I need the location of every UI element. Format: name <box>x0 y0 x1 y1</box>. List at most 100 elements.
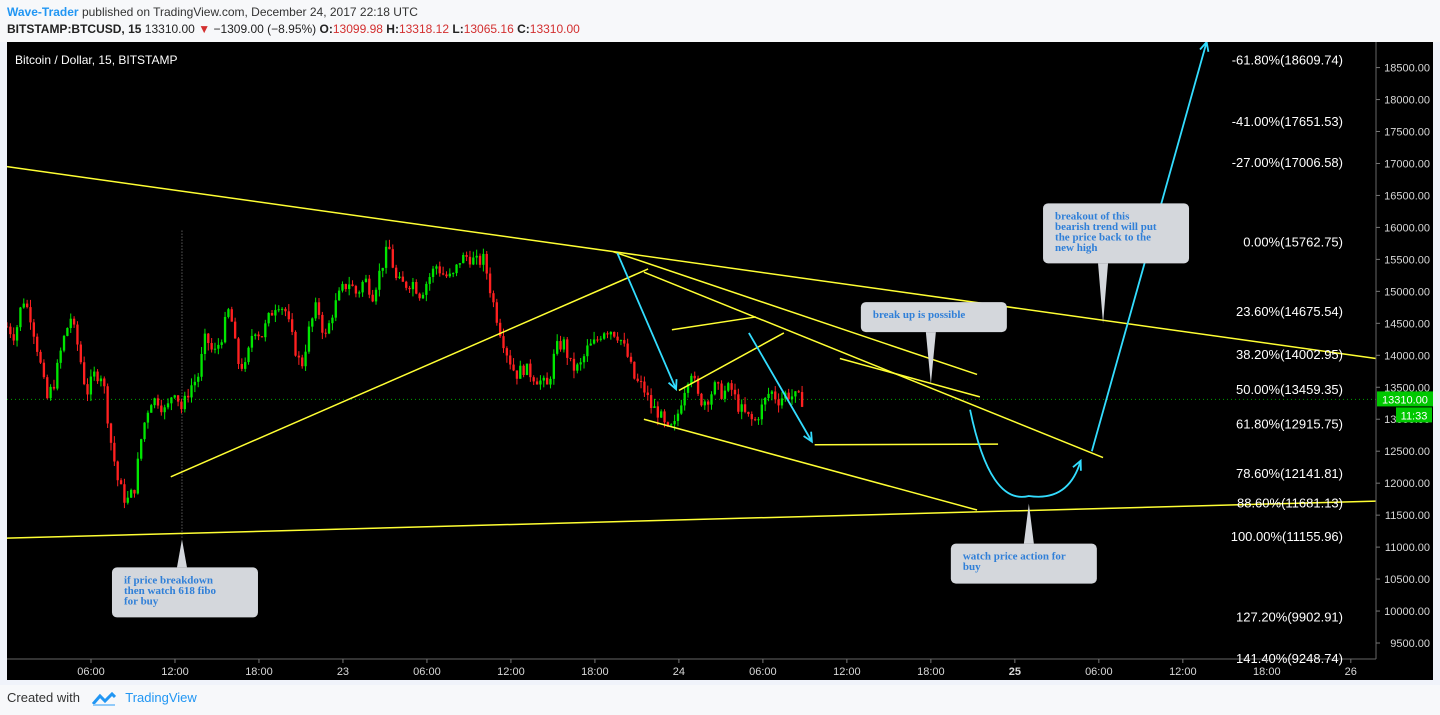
candle-body <box>696 378 700 394</box>
y-tick-label: 10000.00 <box>1384 606 1430 618</box>
candle-body <box>247 347 250 363</box>
candle-body <box>465 254 468 257</box>
candle-body <box>502 336 505 349</box>
candle-body <box>656 406 659 418</box>
candle-body <box>753 419 757 421</box>
x-tick-label: 18:00 <box>581 666 609 678</box>
fib-level-label: 61.80%(12915.75) <box>1236 417 1343 432</box>
annotation-text: the price back to the <box>1055 231 1151 243</box>
candle-body <box>700 393 703 406</box>
annotation-pointer <box>176 539 187 568</box>
candle-body <box>764 398 767 405</box>
chart-header: Wave-Trader published on TradingView.com… <box>0 0 1440 42</box>
close-label: C: <box>517 22 530 36</box>
candle-body <box>186 395 190 398</box>
candle-body <box>190 385 193 398</box>
candle-body <box>284 308 287 312</box>
y-tick-label: 14500.00 <box>1384 318 1430 330</box>
candle-body <box>747 411 750 415</box>
candle-body <box>89 376 93 395</box>
y-tick-label: 10500.00 <box>1384 574 1430 586</box>
candle-body <box>301 357 304 367</box>
candle-body <box>334 300 337 318</box>
candle-body <box>287 311 290 320</box>
annotation-pointer <box>1098 263 1109 324</box>
candle-body <box>12 334 15 341</box>
candle-body <box>76 324 79 345</box>
candle-body <box>649 395 653 408</box>
y-tick-label: 11500.00 <box>1385 510 1430 522</box>
created-with-text: Created with <box>7 690 80 705</box>
candle-body <box>52 386 56 389</box>
candle-body <box>616 336 619 341</box>
candle-body <box>576 364 579 371</box>
x-tick-label: 23 <box>337 666 349 678</box>
ohlc-line: BITSTAMP:BTCUSD, 15 13310.00 ▼ −1309.00 … <box>7 22 580 36</box>
candle-body <box>180 401 183 410</box>
candle-body <box>207 333 210 344</box>
chart-area[interactable]: breakout of this bearish trend will put th… <box>5 40 1433 680</box>
annotation-text: then watch 618 fibo <box>124 585 216 597</box>
candle-body <box>351 284 354 287</box>
candle-body <box>592 339 596 344</box>
candle-body <box>93 371 96 377</box>
down-triangle-icon: ▼ <box>198 22 211 36</box>
candle-body <box>46 377 49 399</box>
candle-body <box>559 341 562 350</box>
candle-body <box>606 333 609 335</box>
candle-body <box>670 424 673 426</box>
candle-body <box>660 411 663 418</box>
candle-body <box>542 377 545 381</box>
candle-body <box>572 358 576 371</box>
trendline <box>814 443 999 446</box>
candle-body <box>767 393 770 399</box>
open-value: 13099.98 <box>332 22 383 36</box>
candle-body <box>800 392 804 407</box>
trendline <box>170 268 649 478</box>
tradingview-logo-icon <box>91 691 116 706</box>
y-tick-label: 18000.00 <box>1384 95 1430 107</box>
y-tick-label: 9500.00 <box>1390 638 1430 650</box>
countdown-text: 11:33 <box>1401 410 1428 422</box>
candle-body <box>552 353 555 379</box>
candle-body <box>549 378 552 385</box>
candle-body <box>103 378 106 387</box>
candle-body <box>787 392 790 400</box>
author-link[interactable]: Wave-Trader <box>7 5 79 19</box>
x-tick-label: 12:00 <box>161 666 189 678</box>
candle-body <box>341 284 344 291</box>
candle-body <box>62 335 66 351</box>
y-tick-label: 13500.00 <box>1384 382 1430 394</box>
publish-line: Wave-Trader published on TradingView.com… <box>7 5 418 19</box>
trendline <box>839 357 981 398</box>
annotation-box <box>111 567 258 618</box>
annotation-text: if price breakdown <box>124 574 213 586</box>
candle-body <box>304 351 307 367</box>
candle-body <box>770 391 774 394</box>
x-tick-label: 26 <box>1345 666 1357 678</box>
candle-body <box>505 348 509 356</box>
candle-body <box>586 345 589 357</box>
candle-body <box>539 380 542 385</box>
candle-body <box>274 310 277 316</box>
candle-body <box>331 317 334 324</box>
candle-body <box>374 289 378 302</box>
y-tick-label: 17000.00 <box>1384 158 1430 170</box>
candle-body <box>653 406 656 408</box>
candle-body <box>717 382 720 384</box>
fib-level-label: 78.60%(12141.81) <box>1236 466 1343 481</box>
candle-body <box>596 339 599 341</box>
fib-level-label: -61.80%(18609.74) <box>1232 53 1343 68</box>
candle-body <box>428 277 431 284</box>
annotation-text: bearish trend will put <box>1055 221 1157 233</box>
candle-body <box>703 401 706 406</box>
tradingview-link[interactable]: TradingView <box>125 690 197 705</box>
fib-level-label: -41.00%(17651.53) <box>1232 114 1343 129</box>
candle-body <box>663 411 666 423</box>
x-tick-label: 12:00 <box>497 666 525 678</box>
candle-body <box>327 323 331 334</box>
candle-body <box>200 353 203 377</box>
candle-body <box>133 489 136 494</box>
candle-body <box>740 404 743 412</box>
